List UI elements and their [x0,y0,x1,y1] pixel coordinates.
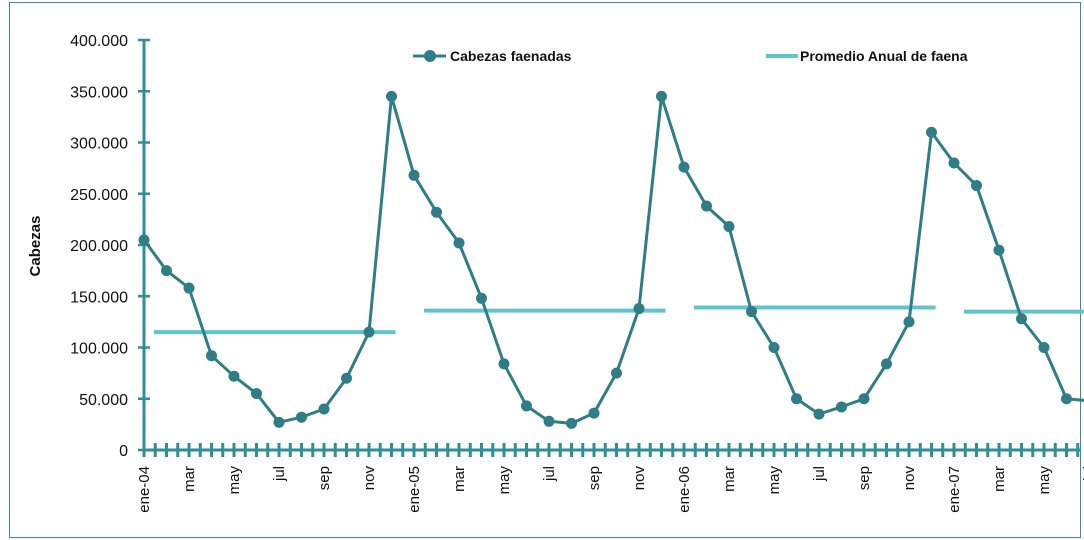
data-point [498,358,510,370]
y-tick-label: 300.000 [70,136,128,153]
legend-marker-cabezas [424,50,436,62]
y-tick-label: 400.000 [70,33,128,50]
y-tick-label: 150.000 [70,289,128,306]
data-point [543,415,555,427]
y-tick-label: 200.000 [70,238,128,255]
data-point [476,292,487,304]
data-point [228,370,240,382]
data-point [566,417,577,429]
data-point [836,401,847,413]
data-point [386,90,397,102]
data-point [408,169,420,181]
data-point [723,221,735,233]
legend-label-cabezas: Cabezas faenadas [450,48,572,64]
x-tick-label: ene-04 [136,466,153,513]
data-point [1061,393,1072,405]
y-tick-label: 0 [119,443,128,460]
data-point [993,244,1005,256]
data-point [881,358,892,370]
data-point [858,393,870,405]
data-point [341,372,352,384]
chart-frame [9,2,1081,538]
data-point [453,237,465,249]
legend: Cabezas faenadas Promedio Anual de faena [413,48,968,64]
data-point [926,126,937,138]
x-tick-label: mar [451,466,468,492]
data-point [813,408,825,420]
data-point [678,161,690,173]
data-point [363,326,375,338]
data-point [633,303,645,315]
x-tick-label: ene-05 [406,466,423,513]
x-tick-label: sep [316,466,333,490]
data-point [791,393,802,405]
data-point [1038,342,1050,353]
x-tick-label: nov [631,466,648,491]
data-point [948,157,960,169]
data-point [206,350,217,362]
x-tick-label: may [1036,466,1053,495]
data-point [138,234,150,246]
x-tick-label: may [766,466,783,495]
y-tick-label: 250.000 [70,187,128,204]
x-tick-label: may [226,466,243,495]
y-tick-label: 50.000 [79,392,128,409]
x-tick-label: sep [586,466,603,490]
data-point [183,282,195,294]
data-point [251,388,262,400]
x-tick-label: jul [271,466,288,482]
data-point [431,206,442,218]
data-point [768,342,780,353]
data-point [296,411,307,423]
series-line [142,94,1084,425]
x-tick-label: may [496,466,513,495]
data-point [1016,313,1027,325]
x-tick-label: nov [901,466,918,491]
x-tick-label: ene-07 [946,466,963,513]
data-point [318,403,330,415]
axes: 0 50.000 100.000 150.000 200.000 250.000 300.0… [70,33,1084,513]
x-tick-label: mar [181,466,198,492]
data-point [161,265,172,277]
x-tick-label: ene-06 [676,466,693,513]
y-axis-title: Cabezas [27,216,44,277]
x-tick-label: nov [361,466,378,491]
x-tick-label: sep [856,466,873,490]
series-cabezas-faenadas [138,90,1084,429]
x-tick-label: mar [991,466,1008,492]
data-point [611,367,622,379]
data-point [701,200,712,212]
data-point [656,90,667,102]
data-point [588,407,600,419]
y-tick-label: 100.000 [70,341,128,358]
y-tick-label: 350.000 [70,84,128,101]
data-point [521,400,532,412]
data-point [746,306,757,318]
data-point [273,416,285,428]
x-tick-label: jul [1081,466,1084,482]
x-tick-label: jul [811,466,828,482]
annual-average-lines [154,305,1084,335]
x-tick-label: mar [721,466,738,492]
legend-label-promedio: Promedio Anual de faena [800,48,968,64]
data-point [903,316,915,328]
x-tick-label: jul [541,466,558,482]
data-point [971,180,982,192]
